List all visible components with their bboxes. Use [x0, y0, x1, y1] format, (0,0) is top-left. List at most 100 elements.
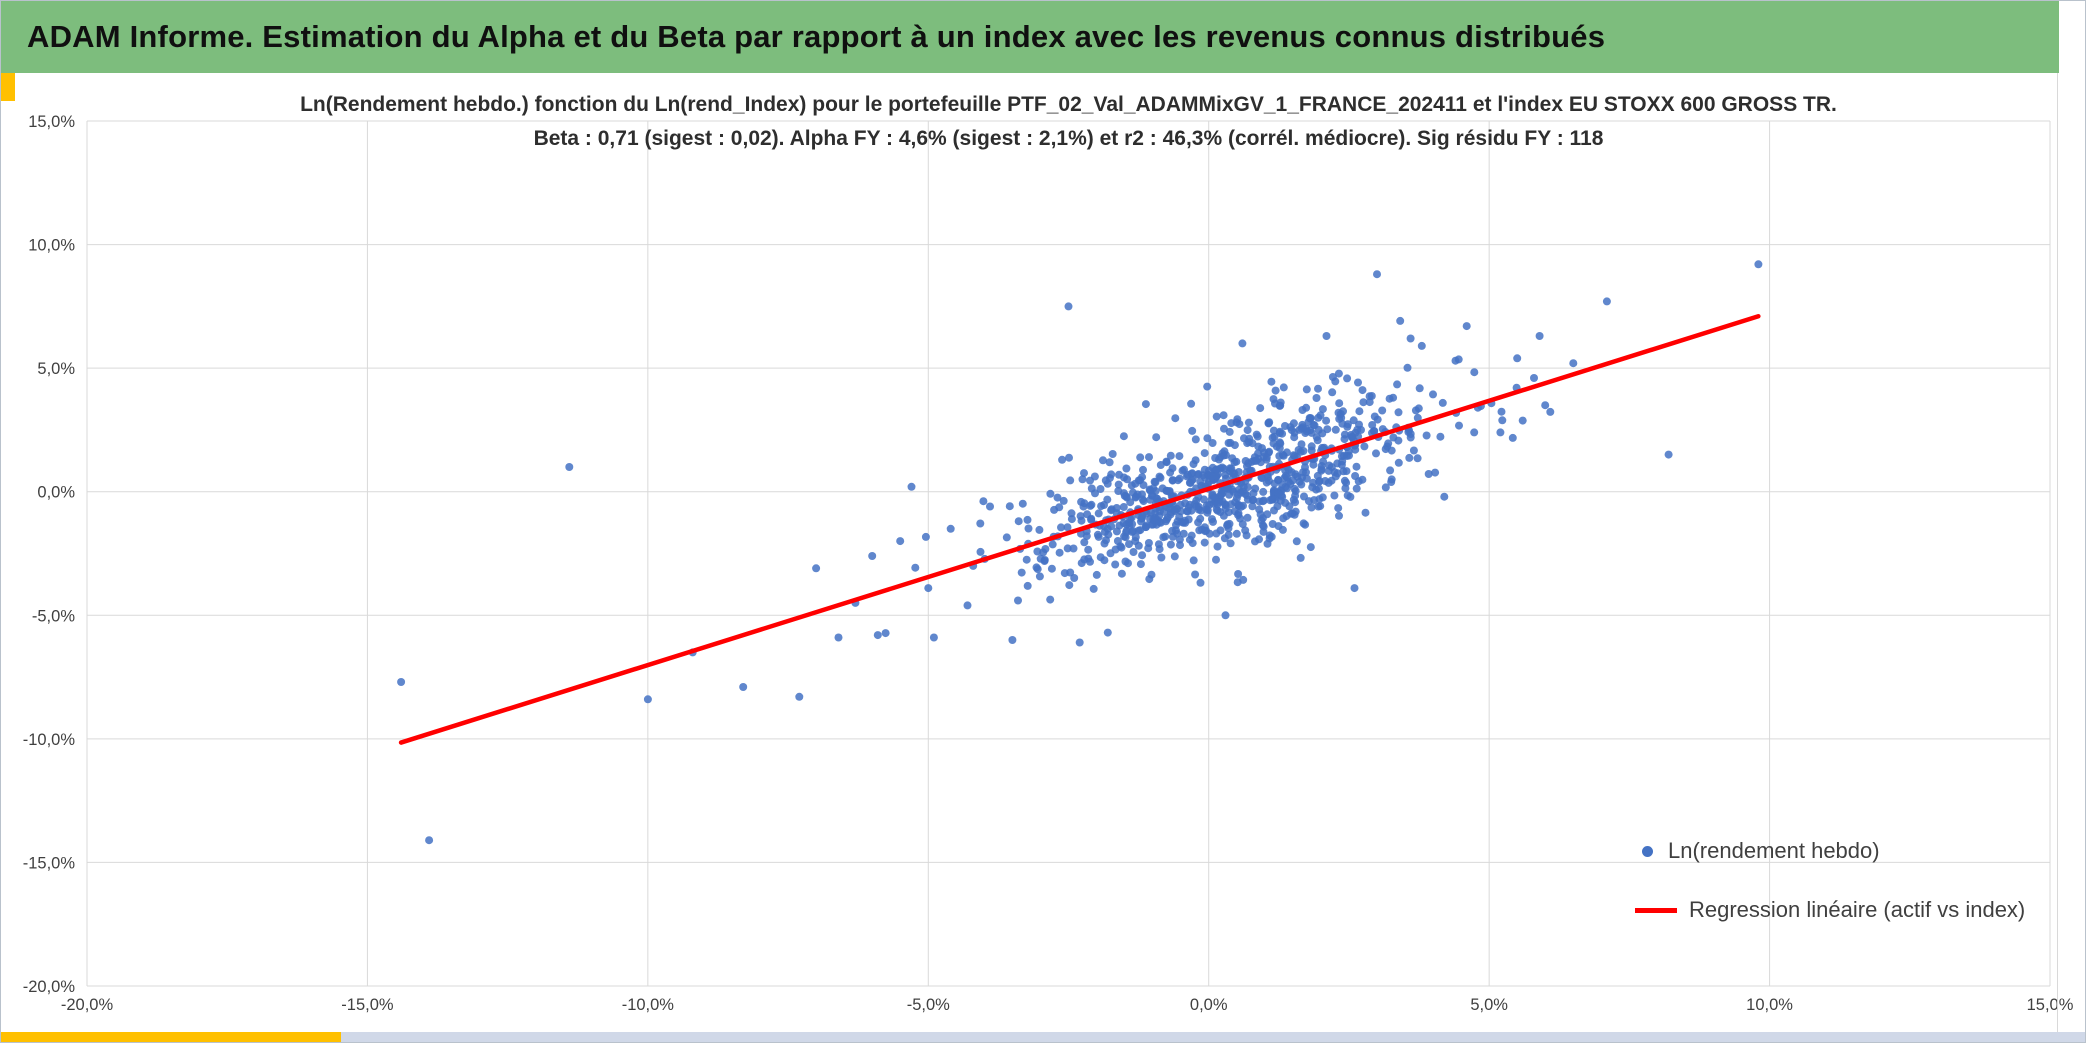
scatter-point [1093, 530, 1102, 539]
scatter-point [1340, 476, 1349, 485]
scatter-point [1299, 447, 1308, 455]
bottom-accent-bar [1, 1032, 341, 1042]
scatter-point [1513, 354, 1522, 363]
scatter-point [1057, 523, 1065, 532]
scatter-point [1212, 505, 1221, 514]
scatter-point [1309, 460, 1318, 469]
scatter-point [1024, 524, 1033, 533]
scatter-point [1069, 544, 1078, 553]
legend-dot-marker-icon [1642, 845, 1653, 857]
scatter-point [1100, 527, 1109, 536]
scatter-point [1080, 469, 1088, 478]
scatter-point [1339, 451, 1348, 460]
scatter-point [1274, 476, 1283, 485]
scatter-point [1188, 539, 1197, 548]
scatter-point [739, 683, 748, 691]
scatter-point [1394, 408, 1403, 417]
scatter-point [1350, 584, 1359, 593]
scatter-point [1171, 526, 1180, 535]
scatter-point [1170, 552, 1179, 561]
scatter-point [1269, 395, 1278, 404]
scatter-point [1162, 457, 1171, 466]
scatter-point [1409, 446, 1418, 455]
scatter-point [1302, 385, 1311, 394]
scatter-point [1070, 574, 1079, 582]
legend-entry-scatter[interactable]: Ln(rendement hebdo) [1635, 834, 2025, 868]
scatter-point [1289, 419, 1298, 428]
scatter-point [425, 836, 434, 845]
scatter-point [929, 633, 938, 642]
scatter-point [1243, 426, 1252, 435]
scatter-point [1404, 428, 1413, 436]
scatter-point [1276, 398, 1285, 407]
scatter-point [1008, 636, 1017, 644]
scatter-point [1256, 510, 1265, 519]
scatter-point [1417, 341, 1426, 350]
scatter-point [1188, 475, 1197, 484]
chart-legend: Ln(rendement hebdo) Regression linéaire … [1635, 834, 2025, 952]
scatter-point [1145, 453, 1153, 462]
scatter-point [1203, 382, 1212, 391]
chart-title-line2[interactable]: Beta : 0,71 (sigest : 0,02). Alpha FY : … [533, 127, 1604, 150]
scatter-point [1403, 363, 1412, 372]
x-axis-tick-label: -5,0% [907, 996, 950, 1014]
scatter-point [1150, 477, 1159, 486]
scatter-point [1149, 515, 1158, 524]
scatter-point [1107, 522, 1116, 531]
scatter-point [1066, 568, 1075, 577]
legend-label-regression: Regression linéaire (actif vs index) [1689, 897, 2026, 922]
scatter-point [1036, 554, 1045, 563]
scatter-point [1138, 551, 1147, 560]
scatter-point [1176, 541, 1184, 550]
scatter-point [1355, 407, 1364, 416]
scatter-point [1152, 494, 1161, 503]
scatter-point [1355, 420, 1363, 429]
scatter-point [1243, 513, 1252, 522]
scatter-point [1113, 537, 1122, 545]
scatter-point [1018, 499, 1027, 508]
chart-title-line1[interactable]: Ln(Rendement hebdo.) fonction du Ln(rend… [300, 93, 1837, 116]
scatter-point [397, 678, 406, 686]
scatter-point [1114, 480, 1123, 489]
scatter-point [1187, 531, 1196, 540]
scatter-point [1335, 399, 1344, 408]
scatter-series[interactable] [397, 260, 1763, 845]
scatter-point [1322, 332, 1331, 340]
scatter-point [1189, 556, 1198, 565]
scatter-point [1330, 491, 1339, 500]
scatter-point [1396, 316, 1405, 325]
chart-object-border [2057, 73, 2058, 1032]
scatter-point [1323, 425, 1332, 434]
scatter-point [1424, 470, 1433, 478]
scatter-point [1251, 484, 1260, 493]
y-axis-tick-label: -20,0% [23, 978, 76, 996]
scatter-point [1224, 508, 1233, 517]
scatter-point [1089, 584, 1098, 593]
scatter-point [1212, 555, 1220, 564]
scatter-point [1141, 400, 1150, 409]
scatter-point [1213, 542, 1222, 551]
scatter-point [1429, 390, 1437, 399]
scatter-point [1127, 481, 1136, 490]
left-accent-square [1, 73, 15, 101]
scatter-point [1238, 339, 1247, 348]
scatter-point [1335, 511, 1343, 520]
scatter-point [1360, 442, 1369, 451]
scatter-point [1192, 496, 1201, 505]
x-axis-tick-label: 5,0% [1470, 996, 1508, 1014]
scatter-point [1259, 487, 1268, 496]
regression-line[interactable] [398, 313, 1761, 745]
legend-entry-regression[interactable]: Regression linéaire (actif vs index) [1635, 893, 2025, 927]
scatter-point [1191, 435, 1200, 444]
scatter-point [1103, 495, 1112, 504]
scatter-point [1063, 523, 1072, 532]
scatter-point [1120, 491, 1129, 500]
scatter-point [1385, 394, 1394, 403]
scatter-point [1087, 514, 1096, 523]
scatter-point [1297, 480, 1306, 489]
scatter-point [1005, 502, 1014, 511]
scatter-point [1393, 380, 1402, 389]
scatter-point [1179, 518, 1188, 527]
scatter-point [1086, 501, 1095, 510]
